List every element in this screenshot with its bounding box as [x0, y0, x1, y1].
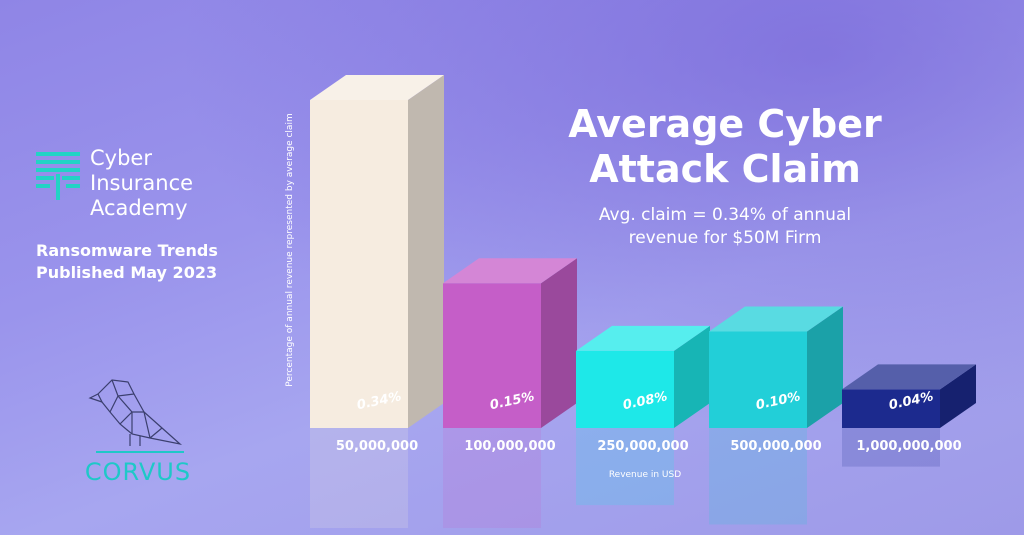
cyber-insurance-academy-logo-icon	[36, 152, 80, 200]
bar	[576, 350, 674, 428]
bar-reflection	[842, 428, 940, 467]
bar-reflection	[443, 428, 541, 528]
bar-reflection	[576, 428, 674, 506]
y-axis-label: Percentage of annual revenue represented…	[285, 113, 295, 387]
bar-top-face	[709, 306, 843, 332]
bar-top-face	[443, 258, 577, 284]
bar-side-face	[940, 364, 976, 428]
bar-side-face	[408, 75, 444, 428]
raven-icon	[88, 379, 184, 453]
chart-title: Average Cyber Attack Claim	[568, 102, 882, 191]
x-tick-label: 500,000,000	[730, 439, 821, 454]
x-tick-label: 1,000,000,000	[856, 439, 961, 454]
chart-caption: Avg. claim = 0.34% of annual revenue for…	[598, 205, 852, 248]
x-axis-label: Revenue in USD	[608, 470, 682, 480]
partner-logo-text: CORVUS	[84, 458, 192, 486]
brand-name: Cyber Insurance Academy	[90, 146, 194, 220]
report-subtitle: Ransomware Trends Published May 2023	[36, 241, 218, 282]
bar-side-face	[541, 258, 577, 428]
bar-reflection	[709, 428, 807, 525]
bar	[842, 389, 940, 428]
x-tick-label: 100,000,000	[464, 439, 555, 454]
bar	[443, 283, 541, 428]
bar-top-face	[842, 364, 976, 390]
x-tick-label: 250,000,000	[597, 439, 688, 454]
bar-side-face	[674, 325, 710, 428]
bar-side-face	[807, 306, 843, 428]
bar	[310, 100, 408, 428]
bar-reflection	[310, 428, 408, 528]
x-tick-label: 50,000,000	[336, 439, 418, 454]
bar	[709, 331, 807, 428]
bar-top-face	[310, 75, 444, 100]
bar-top-face	[576, 325, 710, 351]
